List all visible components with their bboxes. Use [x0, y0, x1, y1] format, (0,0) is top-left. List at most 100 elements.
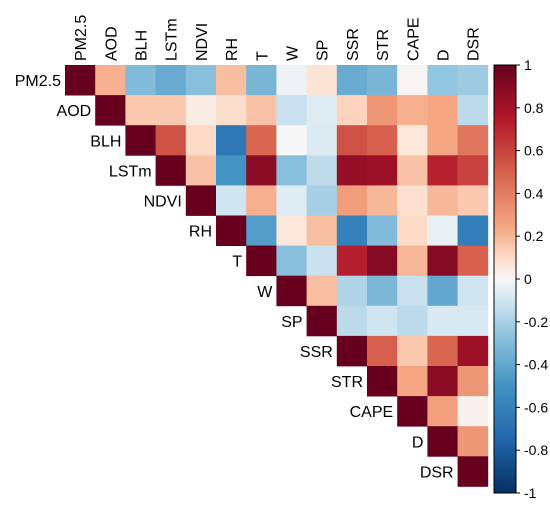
cell-dsr-dsr: [457, 456, 489, 487]
cell-pm2-5-sp: [306, 65, 338, 96]
cell-blh-w: [276, 125, 307, 156]
col-label-ndvi: NDVI: [194, 23, 211, 61]
cell-lstm-dsr: [457, 155, 489, 186]
cell-lstm-cape: [397, 155, 428, 186]
cell-rh-sp: [306, 215, 338, 246]
cell-rh-t: [246, 215, 277, 246]
cell-t-d: [427, 245, 458, 277]
cell-sp-ssr: [336, 305, 368, 337]
row-label-ssr: SSR: [300, 344, 333, 361]
cell-aod-w: [276, 95, 307, 126]
colorbar-tick-label: 0.8: [524, 100, 544, 116]
col-label-rh: RH: [224, 38, 241, 61]
cell-ndvi-d: [427, 185, 458, 216]
cell-pm2-5-pm2-5: [65, 65, 96, 96]
cell-w-dsr: [457, 275, 489, 307]
cell-ndvi-t: [246, 185, 277, 216]
row-label-rh: RH: [189, 224, 212, 241]
cell-t-ssr: [336, 245, 368, 277]
cell-rh-d: [427, 215, 458, 246]
row-label-d: D: [412, 434, 424, 451]
cell-str-d: [427, 366, 458, 397]
cell-str-cape: [397, 366, 428, 397]
row-label-aod: AOD: [57, 103, 92, 120]
cell-lstm-t: [246, 155, 277, 186]
row-label-dsr: DSR: [420, 464, 454, 481]
cell-str-str: [367, 366, 398, 397]
cell-ssr-str: [367, 335, 398, 367]
cell-aod-d: [427, 95, 458, 126]
cell-lstm-rh: [216, 155, 247, 186]
cell-rh-w: [276, 215, 307, 246]
col-label-ssr: SSR: [345, 28, 362, 61]
cell-blh-dsr: [457, 125, 489, 156]
cell-w-sp: [306, 275, 338, 307]
row-label-t: T: [232, 254, 242, 271]
cell-sp-cape: [397, 305, 428, 337]
cell-ndvi-w: [276, 185, 307, 216]
colorbar-tick-label: 0.6: [524, 143, 544, 159]
row-label-sp: SP: [281, 314, 302, 331]
cell-lstm-w: [276, 155, 307, 186]
colorbar-gradient: [494, 65, 516, 493]
row-label-cape: CAPE: [350, 404, 394, 421]
colorbar-tick-label: 1: [524, 57, 532, 73]
row-label-str: STR: [331, 374, 363, 391]
cell-pm2-5-rh: [216, 65, 247, 96]
cell-ndvi-rh: [216, 185, 247, 216]
cell-ssr-dsr: [457, 335, 489, 367]
cell-pm2-5-cape: [397, 65, 428, 96]
cell-t-w: [276, 245, 307, 277]
cell-t-dsr: [457, 245, 489, 277]
colorbar-tick-label: -0.2: [524, 314, 548, 330]
col-label-w: W: [285, 45, 302, 61]
cell-str-dsr: [457, 366, 489, 397]
colorbar-tick-label: -0.6: [524, 399, 548, 415]
cell-aod-blh: [125, 95, 156, 126]
cell-pm2-5-aod: [95, 65, 126, 96]
column-labels: PM2.5 AOD BLH LSTm NDVI RH T W SP SSR STR CAPE D DSR: [73, 15, 483, 61]
cell-blh-cape: [397, 125, 428, 156]
cell-rh-rh: [216, 215, 247, 246]
cell-w-ssr: [336, 275, 368, 307]
cell-lstm-d: [427, 155, 458, 186]
cell-aod-aod: [95, 95, 126, 126]
cell-lstm-ndvi: [185, 155, 217, 186]
row-labels: PM2.5 AOD BLH LSTm NDVI RH TW SP SSR STR CAPE D DSR: [15, 73, 454, 481]
cell-cape-cape: [397, 396, 428, 427]
cell-t-sp: [306, 245, 338, 277]
cell-pm2-5-ndvi: [185, 65, 217, 96]
cell-blh-d: [427, 125, 458, 156]
col-label-sp: SP: [315, 40, 332, 61]
cell-pm2-5-t: [246, 65, 277, 96]
colorbar-tick-label: -0.4: [524, 357, 548, 373]
cell-blh-rh: [216, 125, 247, 156]
cell-w-cape: [397, 275, 428, 307]
row-label-lstm: LSTm: [109, 163, 152, 180]
cell-ssr-cape: [397, 335, 428, 367]
col-label-t: T: [254, 51, 271, 61]
cell-aod-rh: [216, 95, 247, 126]
cell-pm2-5-ssr: [336, 65, 368, 96]
cell-rh-dsr: [457, 215, 489, 246]
cell-sp-d: [427, 305, 458, 337]
colorbar-tick-label: 0: [524, 271, 532, 287]
cell-t-t: [246, 245, 277, 277]
cell-ndvi-cape: [397, 185, 428, 216]
cell-aod-ssr: [336, 95, 368, 126]
cell-ndvi-sp: [306, 185, 338, 216]
cell-lstm-lstm: [155, 155, 187, 186]
col-label-blh: BLH: [134, 30, 151, 61]
cell-ssr-ssr: [336, 335, 368, 367]
cell-pm2-5-dsr: [457, 65, 489, 96]
cell-aod-cape: [397, 95, 428, 126]
row-label-ndvi: NDVI: [144, 193, 182, 210]
cell-lstm-ssr: [336, 155, 368, 186]
cell-lstm-sp: [306, 155, 338, 186]
cell-t-cape: [397, 245, 428, 277]
heatmap-cells: [65, 65, 489, 487]
row-label-w: W: [257, 284, 273, 301]
cell-rh-str: [367, 215, 398, 246]
cell-blh-ssr: [336, 125, 368, 156]
